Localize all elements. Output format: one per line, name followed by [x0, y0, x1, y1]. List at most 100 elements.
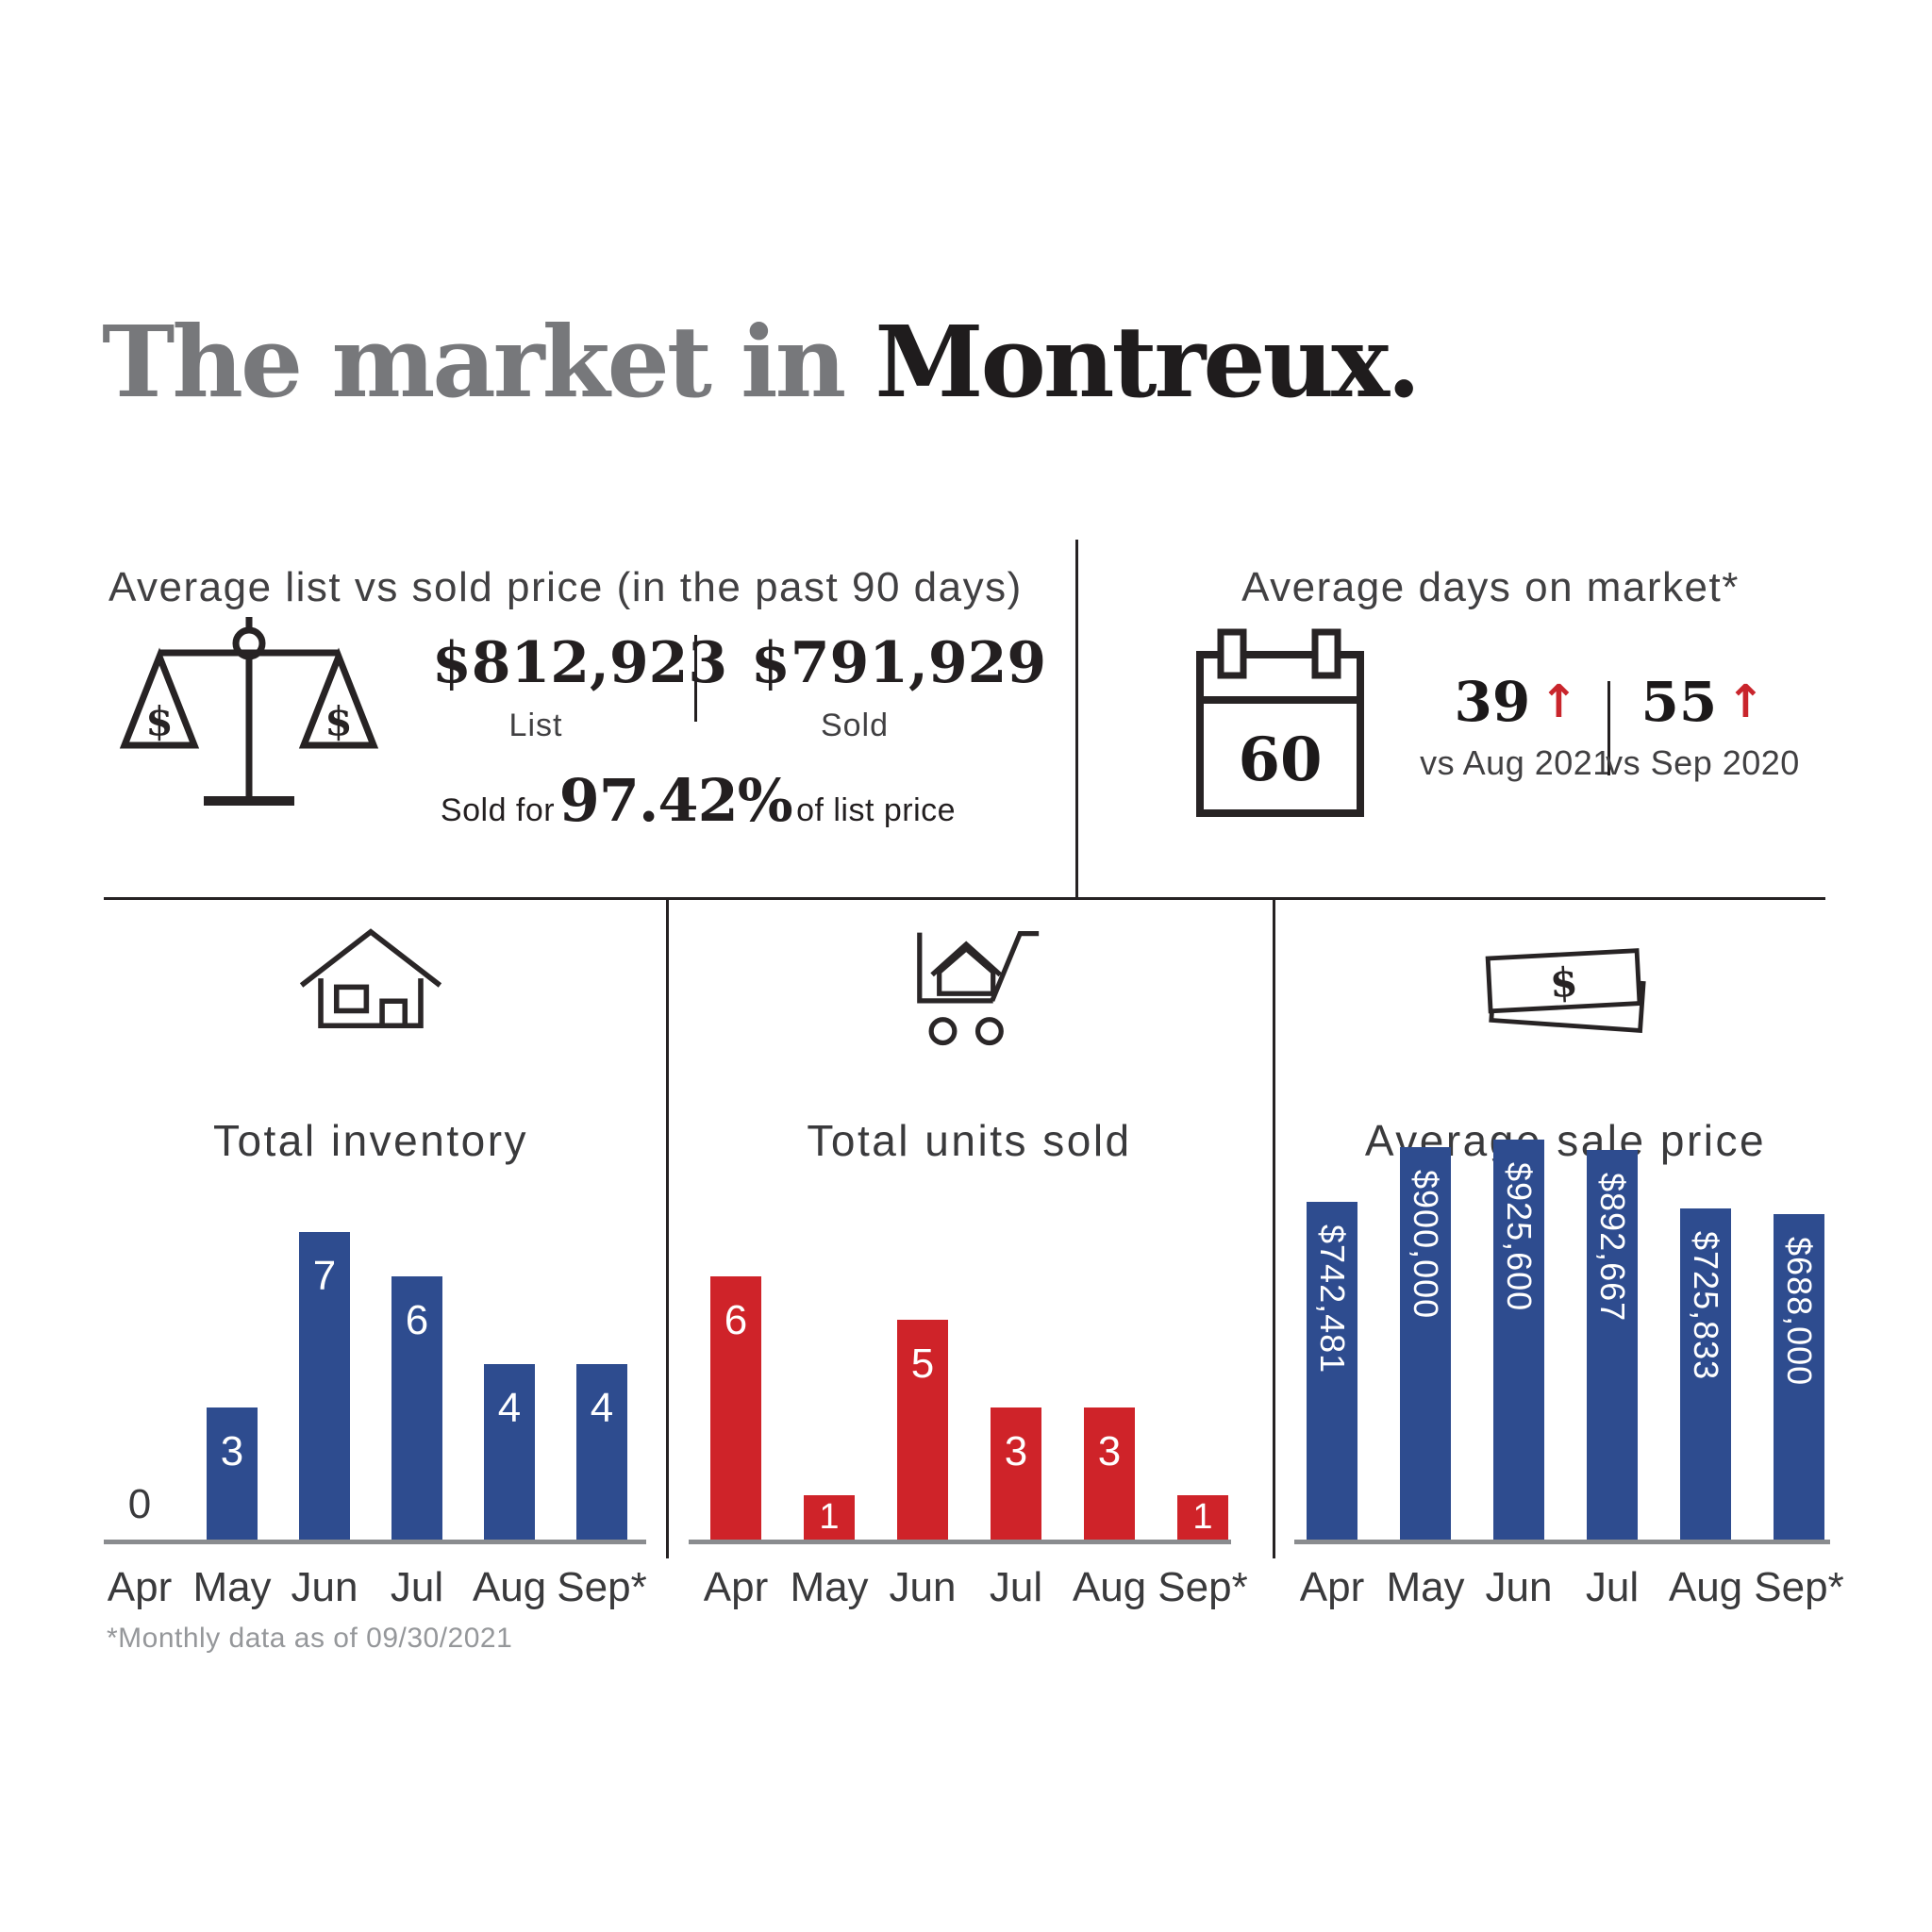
bar-May [207, 1407, 258, 1540]
days-on-market-value: 60 [1238, 724, 1323, 795]
bar-May [1400, 1147, 1451, 1540]
ratio-suffix: of list price [796, 792, 957, 828]
bar-Sep [1177, 1495, 1228, 1540]
bar-Apr [710, 1276, 761, 1540]
list-sold-divider [694, 635, 697, 722]
page-title: The market in Montreux. [102, 304, 1421, 420]
bar-value-label: $725,833 [1687, 1231, 1725, 1381]
comparison-sep-value: 55 [1641, 670, 1718, 734]
comparison-aug-value: 39 [1454, 670, 1531, 734]
month-label: Aug [472, 1564, 547, 1610]
month-label: Apr [107, 1564, 173, 1610]
calendar-icon [1196, 628, 1364, 817]
bar-value-label: $892,667 [1593, 1173, 1632, 1323]
svg-text:$: $ [1548, 958, 1578, 1007]
comparison-sep-label: vs Sep 2020 [1606, 743, 1800, 782]
month-label: May [790, 1564, 869, 1610]
sold-price-value: $791,929 [751, 630, 1047, 696]
svg-text:$: $ [325, 698, 352, 744]
x-axis-line [689, 1540, 1231, 1544]
x-axis-line [1294, 1540, 1830, 1544]
chart-average-sale-price: $ Average sale price $742,481 Apr $900,000 Ma… [1294, 900, 1844, 1610]
comparison-sep-2020: 55 ↑ vs Sep 2020 [1604, 670, 1802, 783]
chart-total-units-sold: Total units sold 6 Apr 1 May 5 Jun 3 Jul 3 Aug 1 Sep… [689, 900, 1248, 1610]
bar-value-label: $925,600 [1500, 1162, 1539, 1312]
x-axis-line [104, 1540, 646, 1544]
month-label: Apr [1299, 1564, 1365, 1610]
month-label: Sep* [1158, 1564, 1248, 1610]
month-label: Jun [1485, 1564, 1553, 1610]
bar-value-label: 7 [312, 1253, 337, 1299]
list-price-value: $812,923 [432, 630, 728, 696]
bar-value-label: 3 [1097, 1428, 1122, 1474]
chart-total-inventory: Total inventory 0 Apr 3 May 7 Jun 6 Jul 4 Aug 4 Sep* [104, 900, 647, 1610]
list-price-stat: $812,923 List [432, 630, 728, 744]
sold-price-stat: $791,929 Sold [751, 630, 1047, 744]
svg-text:$: $ [145, 698, 173, 744]
list-price-label: List [508, 708, 563, 743]
chart-title: Total inventory [212, 1116, 529, 1165]
month-label: Aug [1668, 1564, 1743, 1610]
bar-Aug [1084, 1407, 1135, 1540]
house-icon [296, 926, 445, 1032]
month-label: Jul [390, 1564, 444, 1610]
bar-Apr [1307, 1202, 1357, 1540]
horizontal-divider [104, 897, 1825, 900]
chart-title: Average sale price [1364, 1116, 1767, 1165]
month-label: Aug [1072, 1564, 1147, 1610]
bar-value-label: 6 [405, 1297, 429, 1343]
chart-divider-right [1273, 900, 1275, 1558]
list-vs-sold-heading: Average list vs sold price (in the past … [108, 564, 1023, 610]
comparison-aug-2021: 39 ↑ vs Aug 2021 [1417, 670, 1615, 783]
month-label: Jun [889, 1564, 957, 1610]
cart-icon [898, 923, 1041, 1055]
ratio-value: 97.42% [558, 766, 793, 835]
month-label: Jul [989, 1564, 1043, 1610]
month-label: Sep* [1754, 1564, 1844, 1610]
bar-Jul [1587, 1150, 1638, 1540]
bar-value-label: 4 [590, 1385, 614, 1431]
bar-value-label: 1 [819, 1496, 840, 1537]
comparison-aug-label: vs Aug 2021 [1420, 743, 1612, 782]
bar-value-label: 4 [497, 1385, 522, 1431]
page-title-highlight: Montreux. [874, 304, 1421, 420]
chart-divider-left [666, 900, 669, 1558]
bar-value-label: 6 [724, 1297, 748, 1343]
bar-value-label: $742,481 [1313, 1224, 1352, 1374]
footnote: *Monthly data as of 09/30/2021 [107, 1623, 513, 1654]
page-title-prefix: The market in [102, 304, 875, 420]
bar-Sep [1774, 1214, 1824, 1540]
month-label: May [192, 1564, 272, 1610]
bar-value-label: $900,000 [1407, 1170, 1445, 1320]
month-label: Jun [291, 1564, 358, 1610]
month-label: Jul [1585, 1564, 1640, 1610]
bar-value-label: 0 [127, 1481, 152, 1527]
bar-value-label: 5 [910, 1341, 935, 1387]
sold-price-label: Sold [820, 708, 890, 743]
comparison-divider [1607, 681, 1610, 775]
bar-Sep [576, 1364, 627, 1540]
up-arrow-icon: ↑ [1540, 675, 1578, 728]
money-icon: $ [1477, 940, 1655, 1036]
bar-Jul [991, 1407, 1041, 1540]
bar-Jul [391, 1276, 442, 1540]
ratio-prefix: Sold for [440, 792, 556, 828]
up-arrow-icon: ↑ [1726, 675, 1765, 728]
bar-Aug [484, 1364, 535, 1540]
bar-Jun [897, 1320, 948, 1540]
bar-Aug [1680, 1208, 1731, 1540]
balance-scale-icon: $ $ [106, 615, 393, 830]
top-section-divider [1075, 540, 1078, 899]
chart-title: Total units sold [807, 1116, 1132, 1165]
bar-Jun [1493, 1140, 1544, 1540]
month-label: Apr [703, 1564, 769, 1610]
bar-value-label: 1 [1192, 1496, 1213, 1537]
bar-value-label: 3 [220, 1428, 244, 1474]
sold-to-list-ratio: Sold for 97.42% of list price [368, 766, 1028, 835]
bar-May [804, 1495, 855, 1540]
month-label: May [1386, 1564, 1465, 1610]
bar-value-label: 3 [1004, 1428, 1028, 1474]
bar-value-label: $688,000 [1780, 1237, 1819, 1387]
bar-Jun [299, 1232, 350, 1540]
